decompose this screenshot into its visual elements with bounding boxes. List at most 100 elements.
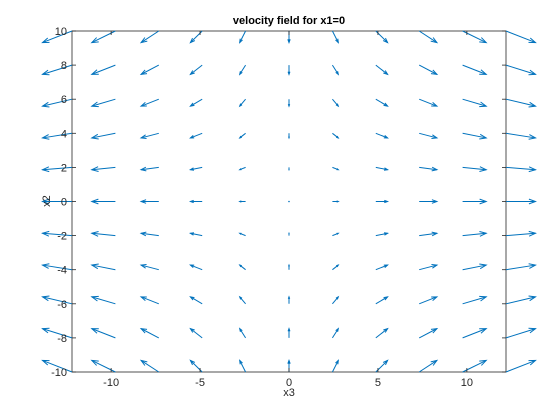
- arrow-shaft: [462, 98, 487, 107]
- arrow: [139, 166, 159, 172]
- arrow-head: [336, 264, 340, 268]
- arrow: [375, 296, 389, 305]
- arrow-head: [188, 199, 194, 204]
- arrow-head: [139, 231, 147, 237]
- arrow-shaft: [239, 98, 246, 107]
- arrow-head: [336, 135, 340, 139]
- arrow: [90, 231, 116, 237]
- arrow-layer: [41, 30, 537, 373]
- arrow: [189, 264, 203, 271]
- arrow-head: [90, 69, 99, 75]
- arrow-shaft: [505, 232, 536, 237]
- arrow-shaft: [91, 232, 116, 237]
- arrow-shaft: [42, 166, 73, 171]
- arrow-head: [430, 359, 439, 366]
- arrow-shaft: [42, 328, 73, 339]
- arrow-shaft: [91, 166, 116, 171]
- arrow: [238, 232, 246, 237]
- arrow-head: [189, 359, 196, 366]
- y-tick-label: 2: [61, 162, 67, 174]
- arrow-shaft: [91, 132, 116, 139]
- arrow-head: [383, 167, 390, 171]
- arrow-head: [335, 38, 339, 44]
- arrow: [419, 132, 439, 139]
- arrow-head: [41, 263, 50, 269]
- arrow-head: [479, 37, 488, 44]
- arrow-head: [528, 69, 537, 76]
- arrow-shaft: [505, 132, 536, 139]
- arrow: [288, 263, 290, 270]
- arrow-head: [383, 102, 389, 107]
- arrow: [375, 64, 389, 76]
- arrow-head: [479, 69, 488, 75]
- arrow: [238, 295, 246, 305]
- arrow: [189, 132, 203, 139]
- arrow-shaft: [190, 64, 203, 75]
- arrow: [505, 230, 537, 237]
- arrow: [41, 64, 73, 76]
- arrow: [418, 64, 439, 76]
- arrow: [505, 132, 537, 140]
- arrow-shaft: [91, 296, 116, 305]
- arrow-shaft: [140, 296, 159, 305]
- arrow-head: [335, 359, 339, 365]
- arrow-shaft: [91, 264, 116, 271]
- arrow-dot: [288, 200, 290, 203]
- arrow-head: [90, 295, 99, 302]
- arrow-head: [189, 135, 195, 139]
- arrow: [189, 98, 203, 107]
- arrow: [462, 328, 488, 339]
- arrow: [375, 132, 389, 139]
- arrow-head: [479, 295, 488, 302]
- arrow-head: [139, 264, 147, 269]
- arrow: [238, 132, 246, 139]
- arrow-shaft: [505, 64, 536, 75]
- arrow: [287, 295, 291, 304]
- arrow-head: [188, 232, 195, 236]
- arrow-head: [528, 198, 537, 205]
- chart-title: velocity field for x1=0: [233, 15, 345, 27]
- arrow-head: [528, 327, 537, 334]
- arrow-shaft: [505, 264, 536, 271]
- arrow-shaft: [462, 166, 487, 171]
- arrow-head: [383, 264, 389, 268]
- arrow-head: [384, 199, 390, 204]
- arrow-head: [383, 232, 390, 236]
- y-tick-label: -10: [51, 367, 67, 379]
- arrow-shaft: [462, 232, 487, 237]
- arrow-head: [382, 37, 389, 44]
- arrow: [462, 231, 488, 237]
- arrow-head: [336, 168, 340, 171]
- arrow-head: [528, 263, 537, 269]
- arrow: [90, 295, 116, 305]
- x-tick-label: 0: [286, 377, 292, 389]
- arrow-head: [90, 198, 99, 205]
- arrow-shaft: [141, 166, 159, 171]
- arrow-head: [41, 295, 50, 302]
- arrow-head: [382, 359, 389, 366]
- y-tick-label: 0: [61, 197, 67, 209]
- arrow-head: [288, 263, 290, 267]
- arrow-shaft: [462, 132, 487, 139]
- arrow: [505, 64, 537, 76]
- arrow: [419, 199, 439, 204]
- arrow-head: [139, 166, 147, 172]
- arrow-shaft: [42, 98, 73, 107]
- y-tick-label: 4: [61, 128, 67, 140]
- arrow: [375, 232, 390, 237]
- arrow-shaft: [419, 232, 437, 237]
- arrow-head: [287, 327, 291, 332]
- arrow-head: [139, 327, 148, 334]
- arrow: [238, 98, 246, 108]
- arrow: [139, 132, 159, 139]
- arrow: [418, 359, 439, 373]
- arrow-shaft: [505, 30, 536, 44]
- y-tick-label: 8: [61, 60, 67, 72]
- arrow-head: [528, 37, 537, 44]
- arrow-shaft: [190, 232, 203, 237]
- arrow: [41, 295, 73, 305]
- arrow-head: [238, 135, 242, 139]
- arrow: [41, 98, 73, 108]
- arrow-head: [189, 37, 196, 44]
